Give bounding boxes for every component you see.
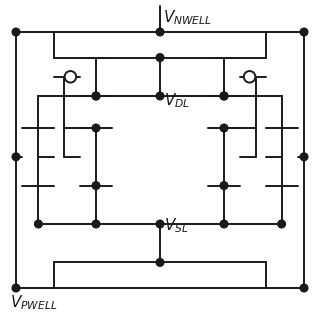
Text: $V_{PWELL}$: $V_{PWELL}$ — [10, 293, 57, 311]
Circle shape — [300, 28, 308, 36]
Circle shape — [220, 220, 228, 228]
Circle shape — [244, 71, 255, 83]
Circle shape — [92, 92, 100, 100]
Circle shape — [278, 220, 285, 228]
Circle shape — [92, 220, 100, 228]
Circle shape — [300, 284, 308, 292]
Circle shape — [92, 92, 100, 100]
Circle shape — [156, 259, 164, 266]
Text: $V_{SL}$: $V_{SL}$ — [164, 216, 188, 235]
Circle shape — [12, 153, 20, 161]
Circle shape — [220, 92, 228, 100]
Circle shape — [156, 28, 164, 36]
Circle shape — [156, 92, 164, 100]
Circle shape — [92, 124, 100, 132]
Circle shape — [92, 182, 100, 189]
Text: $V_{DL}$: $V_{DL}$ — [164, 91, 190, 110]
Circle shape — [156, 54, 164, 61]
Circle shape — [12, 28, 20, 36]
Circle shape — [65, 71, 76, 83]
Circle shape — [220, 124, 228, 132]
Circle shape — [12, 284, 20, 292]
Circle shape — [220, 182, 228, 189]
Circle shape — [300, 153, 308, 161]
Text: $V_{NWELL}$: $V_{NWELL}$ — [163, 8, 212, 27]
Circle shape — [220, 92, 228, 100]
Circle shape — [35, 220, 42, 228]
Circle shape — [156, 220, 164, 228]
